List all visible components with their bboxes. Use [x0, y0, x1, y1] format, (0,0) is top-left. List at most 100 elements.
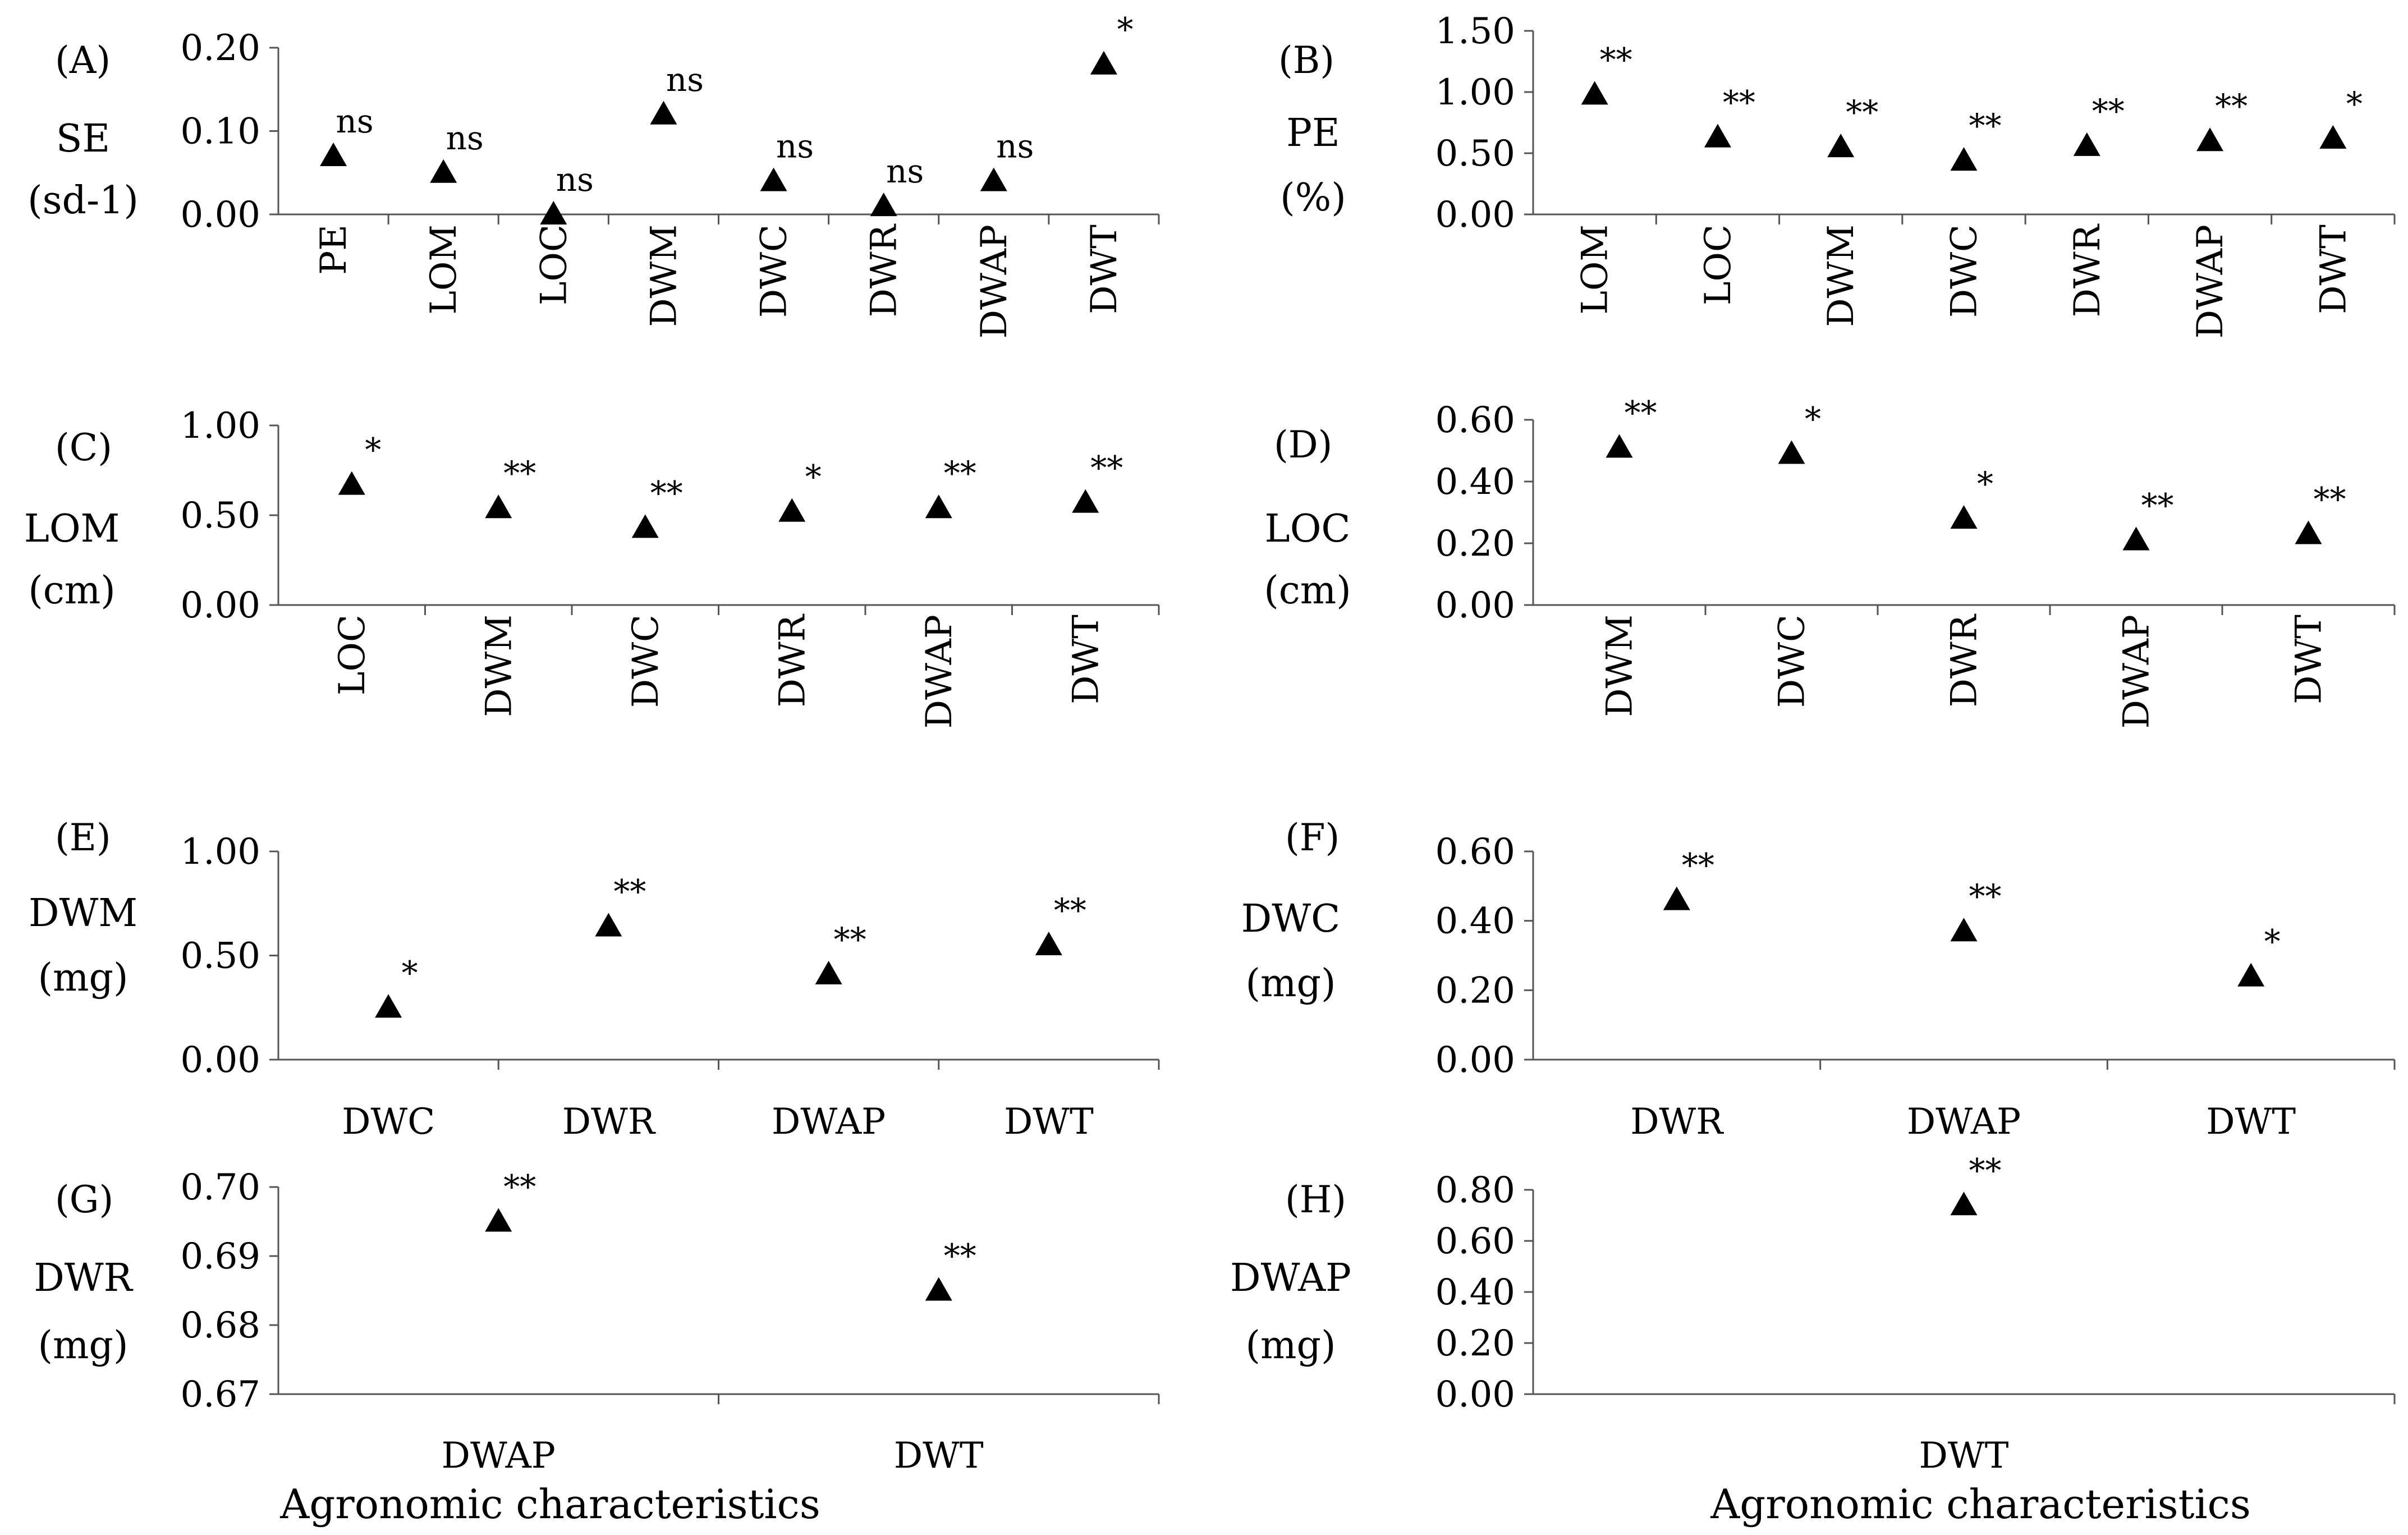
data-point-triangle [870, 193, 897, 217]
x-tick-label: DWC [1772, 615, 1813, 708]
x-tick-label: DWC [754, 224, 795, 318]
significance-label: ** [503, 454, 536, 492]
significance-label: * [1117, 11, 1133, 49]
data-point-triangle [1072, 489, 1099, 513]
y-axis-unit: (sd-1) [27, 178, 139, 223]
y-tick-label: 0.50 [181, 495, 261, 537]
x-tick-label: DWR [772, 613, 813, 707]
x-tick-label: LOC [332, 615, 373, 695]
y-tick-label: 0.80 [1435, 1170, 1516, 1211]
y-axis-label: LOC [1265, 507, 1351, 551]
data-point-triangle [338, 471, 365, 495]
x-axis-title: Agronomic characteristics [279, 1481, 820, 1528]
chart-panel-h: (H) DWAP (mg) 0.80 0.60 0.40 0.20 0.00 DWT ** Agro… [1230, 1151, 2396, 1528]
chart-panel-d: (D) LOC (cm) 0.60 0.40 0.20 0.00 DWM ** DWC * DWR * D… [1264, 394, 2396, 728]
data-point-triangle [485, 1208, 512, 1232]
x-tick-label: DWR [562, 1101, 656, 1143]
y-axis-label: DWC [1241, 897, 1340, 941]
y-axis-unit: (cm) [28, 569, 116, 613]
data-point-triangle [1950, 505, 1978, 529]
significance-label: ns [776, 127, 814, 166]
y-tick-label: 0.00 [1435, 1374, 1516, 1415]
y-tick-label: 1.00 [181, 831, 261, 873]
data-point-triangle [485, 494, 512, 519]
y-tick-label: 0.60 [1435, 831, 1516, 873]
data-point-triangle [760, 167, 787, 191]
significance-label: * [1977, 465, 1993, 503]
x-tick-label: PE [313, 224, 355, 275]
y-tick-label: 0.00 [1435, 194, 1516, 236]
data-point-triangle [1704, 123, 1731, 148]
x-tick-label: DWAP [974, 224, 1015, 338]
y-tick-label: 0.00 [1435, 1039, 1516, 1081]
significance-label: ** [2092, 92, 2125, 130]
significance-label: ** [1682, 846, 1714, 885]
x-tick-label: DWM [1599, 615, 1641, 717]
significance-label: ** [1625, 394, 1657, 432]
significance-label: ns [556, 161, 594, 199]
x-tick-label: DWAP [2116, 615, 2158, 728]
x-tick-label: DWAP [442, 1435, 556, 1477]
significance-label: ** [1969, 1151, 2002, 1189]
panel-letter: (G) [55, 1178, 113, 1221]
significance-label: ** [1090, 449, 1123, 487]
significance-label: ** [2215, 87, 2248, 125]
data-point-triangle [1090, 51, 1117, 75]
chart-panel-a: (A) SE (sd-1) 0.20 0.10 0.00 PE ns LOM ns LOC ns DWM… [27, 11, 1160, 338]
data-point-triangle [2073, 132, 2100, 156]
x-tick-label: DWAP [2190, 224, 2231, 338]
significance-label: * [365, 431, 381, 469]
y-axis-label: PE [1286, 111, 1340, 155]
y-tick-label: 0.50 [181, 936, 261, 977]
data-point-triangle [430, 159, 457, 183]
y-tick-label: 0.00 [181, 585, 261, 626]
y-axis-label: SE [56, 117, 110, 161]
data-point-triangle [650, 100, 677, 125]
y-axis-unit: (mg) [38, 956, 128, 1000]
data-point-triangle [595, 913, 622, 937]
x-tick-label: DWC [342, 1101, 435, 1143]
x-tick-label: DWM [1820, 224, 1862, 327]
x-tick-label: DWT [2206, 1101, 2296, 1143]
y-tick-label: 1.00 [1435, 72, 1516, 113]
x-tick-label: LOC [533, 224, 575, 305]
y-axis-label: DWAP [1230, 1256, 1351, 1300]
x-tick-label: DWR [2067, 223, 2108, 317]
data-point-triangle [631, 514, 659, 538]
x-tick-label: DWR [1944, 613, 1985, 707]
y-tick-label: 0.50 [1435, 133, 1516, 175]
x-tick-label: DWT [894, 1435, 984, 1477]
data-point-triangle [925, 494, 952, 519]
significance-label: ** [2141, 487, 2174, 525]
panel-letter: (E) [55, 816, 111, 859]
y-tick-label: 0.20 [1435, 523, 1516, 565]
x-tick-label: DWT [2313, 224, 2354, 314]
x-tick-label: LOM [1575, 224, 1616, 315]
y-axis-unit: (cm) [1264, 569, 1351, 613]
x-tick-label: LOM [423, 224, 465, 315]
chart-panel-b: (B) PE (%) 1.50 1.00 0.50 0.00 LOM ** LOC ** DWM ** D… [1278, 11, 2396, 338]
y-tick-label: 0.20 [1435, 970, 1516, 1011]
data-point-triangle [980, 167, 1007, 191]
data-point-triangle [2295, 520, 2322, 544]
y-tick-label: 1.50 [1435, 11, 1516, 52]
significance-label: ** [1969, 877, 2002, 915]
data-point-triangle [2237, 963, 2265, 987]
significance-label: ** [944, 1237, 976, 1275]
significance-label: ** [1723, 84, 1755, 122]
significance-label: * [1805, 400, 1821, 438]
data-point-triangle [1581, 81, 1608, 105]
data-point-triangle [815, 960, 842, 984]
x-tick-label: DWC [1944, 224, 1985, 318]
data-point-triangle [1663, 886, 1690, 910]
panel-letter: (B) [1278, 39, 1334, 82]
data-point-triangle [1778, 440, 1805, 464]
chart-panel-f: (F) DWC (mg) 0.60 0.40 0.20 0.00 DWR ** DWAP ** DWT… [1241, 816, 2396, 1143]
y-axis-unit: (mg) [38, 1323, 128, 1368]
y-axis-unit: (mg) [1245, 1323, 1336, 1368]
significance-label: ** [613, 873, 646, 911]
y-axis-label: LOM [24, 507, 120, 551]
x-tick-label: DWAP [919, 615, 960, 728]
data-point-triangle [925, 1277, 952, 1301]
